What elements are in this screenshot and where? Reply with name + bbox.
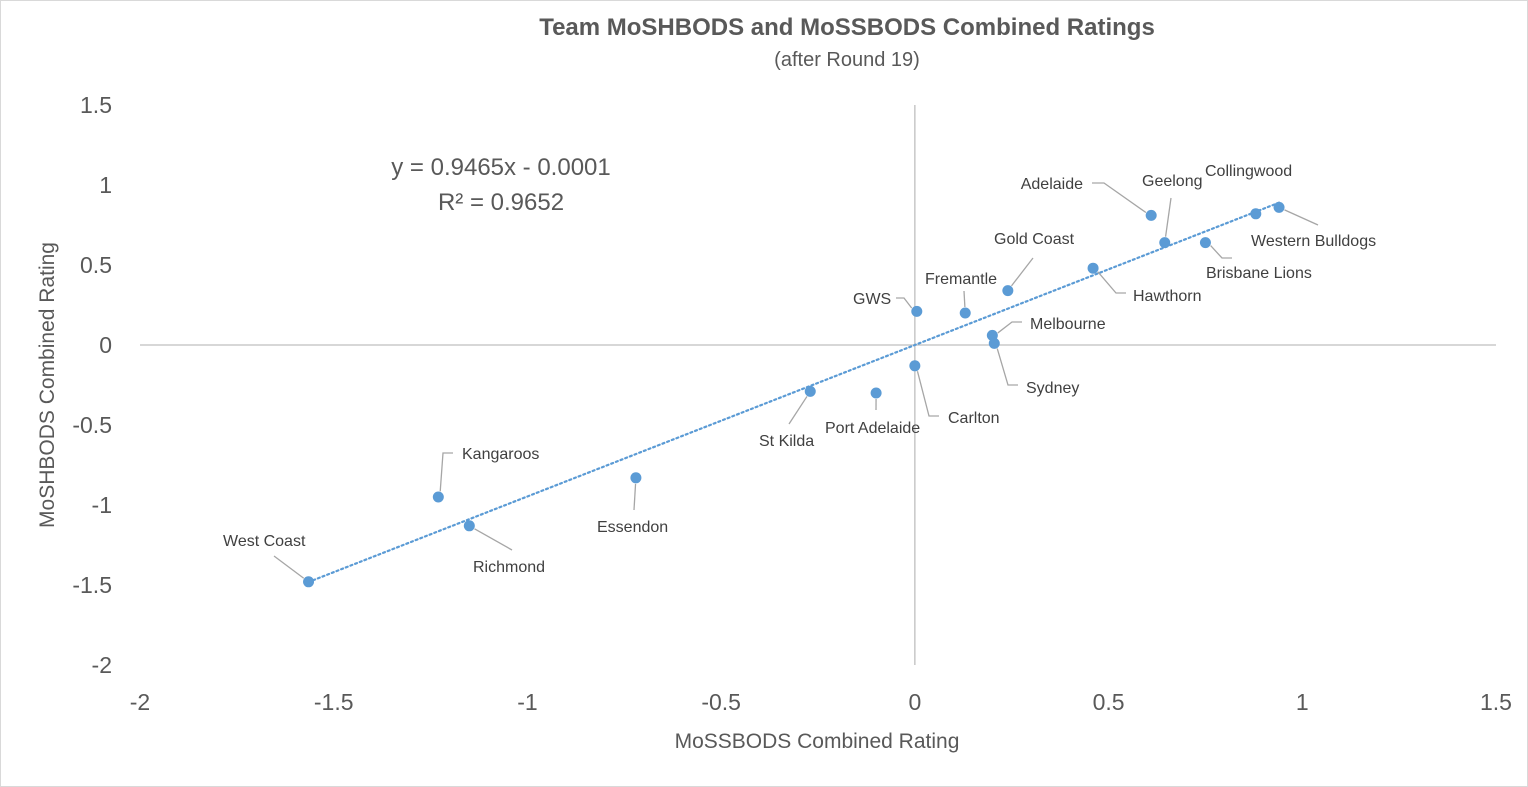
x-tick-label: -2 <box>130 689 150 715</box>
label-leader-fremantle <box>963 290 966 308</box>
label-leader-essendon <box>633 483 637 511</box>
trendline-line <box>307 201 1281 584</box>
chart-title: Team MoSHBODS and MoSSBODS Combined Rati… <box>539 14 1155 41</box>
label-leaders <box>273 182 1319 579</box>
y-tick-label: 0 <box>99 332 112 358</box>
y-tick-label: -0.5 <box>72 412 112 438</box>
point-label-gws: GWS <box>853 291 891 308</box>
y-tick-label: -2 <box>92 652 112 678</box>
data-point-west-coast <box>303 576 315 588</box>
y-tick-label: -1 <box>92 492 112 518</box>
data-point-adelaide <box>1145 209 1157 221</box>
x-tick-label: -1 <box>517 689 537 715</box>
data-point-gold-coast <box>1002 285 1014 297</box>
trendline-equation: y = 0.9465x - 0.0001 <box>391 154 611 181</box>
label-leader-richmond <box>474 528 513 551</box>
x-tick-label: 0.5 <box>1093 689 1125 715</box>
data-point-carlton <box>909 360 921 372</box>
y-tick-label: 0.5 <box>80 252 112 278</box>
point-label-richmond: Richmond <box>473 559 545 576</box>
point-label-western-bulldogs: Western Bulldogs <box>1251 233 1376 250</box>
data-point-sydney <box>988 337 1000 349</box>
trendline <box>307 201 1281 584</box>
point-label-hawthorn: Hawthorn <box>1133 288 1201 305</box>
point-labels: Western Bulldogs Collingwood Brisbane Lion… <box>223 163 1376 576</box>
point-label-melbourne: Melbourne <box>1030 316 1106 333</box>
chart-subtitle: (after Round 19) <box>774 49 920 71</box>
label-leader-gws <box>896 297 913 309</box>
label-leader-gold-coast <box>1010 257 1034 287</box>
x-tick-label: -0.5 <box>701 689 741 715</box>
data-point-western-bulldogs <box>1273 201 1285 213</box>
point-label-kangaroos: Kangaroos <box>462 446 539 463</box>
y-tick-label: 1.5 <box>80 92 112 118</box>
label-leader-west-coast <box>273 555 305 579</box>
point-label-adelaide: Adelaide <box>1021 176 1083 193</box>
point-label-west-coast: West Coast <box>223 533 306 550</box>
label-leader-st-kilda <box>788 396 808 425</box>
data-point-fremantle <box>959 307 971 319</box>
y-axis-title: MoSHBODS Combined Rating <box>36 242 59 528</box>
x-tick-label: -1.5 <box>314 689 354 715</box>
data-point-collingwood <box>1250 208 1262 220</box>
label-leader-sydney <box>996 348 1018 386</box>
data-point-brisbane-lions <box>1199 237 1211 249</box>
data-point-richmond <box>463 520 475 532</box>
point-label-collingwood: Collingwood <box>1205 163 1292 180</box>
data-point-gws <box>911 305 923 317</box>
label-leader-geelong <box>1164 197 1172 237</box>
x-tick-label: 1 <box>1296 689 1309 715</box>
x-axis-title: MoSSBODS Combined Rating <box>675 730 960 753</box>
point-label-fremantle: Fremantle <box>925 271 997 288</box>
label-leader-adelaide <box>1092 182 1147 214</box>
point-label-port-adelaide: Port Adelaide <box>825 420 920 437</box>
y-tick-label: 1 <box>99 172 112 198</box>
label-leader-kangaroos <box>439 452 453 492</box>
label-leader-carlton <box>916 371 939 417</box>
data-point-st-kilda <box>804 385 816 397</box>
x-tick-label: 1.5 <box>1480 689 1512 715</box>
label-leader-brisbane-lions <box>1210 245 1232 259</box>
point-label-essendon: Essendon <box>597 519 668 536</box>
axes: -2 -1.5 -1 -0.5 0 0.5 1 1.5 1.5 1 0.5 0 -0.5 -1 -1.5 -2 <box>72 92 1512 715</box>
data-point-kangaroos <box>432 491 444 503</box>
label-leader-hawthorn <box>1097 271 1126 294</box>
data-point-port-adelaide <box>870 387 882 399</box>
data-points <box>303 201 1285 588</box>
point-label-sydney: Sydney <box>1026 380 1079 397</box>
point-label-brisbane-lions: Brisbane Lions <box>1206 265 1312 282</box>
label-leader-western-bulldogs <box>1284 209 1319 226</box>
data-point-hawthorn <box>1087 262 1099 274</box>
trendline-r-squared: R² = 0.9652 <box>438 189 564 216</box>
x-tick-label: 0 <box>908 689 921 715</box>
label-leader-melbourne <box>997 321 1022 334</box>
point-label-gold-coast: Gold Coast <box>994 231 1075 248</box>
point-label-geelong: Geelong <box>1142 173 1203 190</box>
point-label-st-kilda: St Kilda <box>759 433 814 450</box>
data-point-essendon <box>630 472 642 484</box>
y-tick-label: -1.5 <box>72 572 112 598</box>
data-point-geelong <box>1159 237 1171 249</box>
point-label-carlton: Carlton <box>948 410 1000 427</box>
